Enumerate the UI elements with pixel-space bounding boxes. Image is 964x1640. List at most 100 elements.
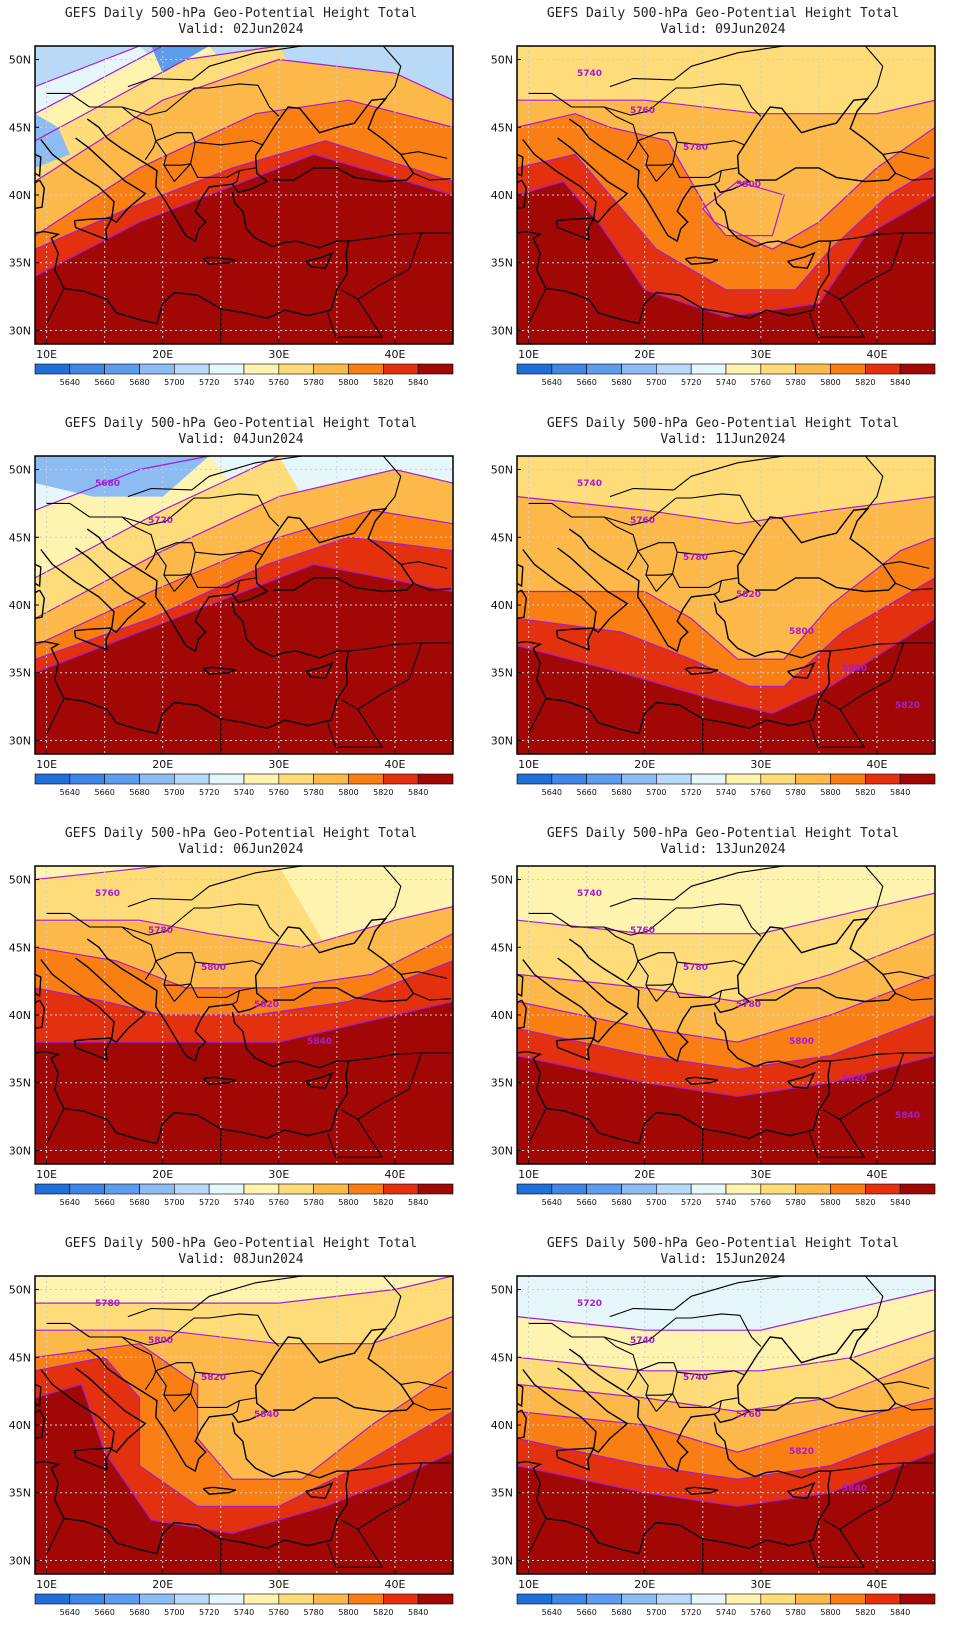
colorbar-swatch <box>348 1183 384 1195</box>
colorbar-swatch <box>313 1183 349 1195</box>
contour-label: 5720 <box>148 516 173 526</box>
contour-label: 5680 <box>95 479 120 489</box>
lon-tick-label: 40E <box>384 1168 405 1181</box>
contour-label: 5800 <box>789 627 814 637</box>
lat-tick-label: 30N <box>9 324 31 337</box>
lon-tick-label: 20E <box>152 1168 173 1181</box>
coastline <box>522 957 629 1043</box>
contour-label: 5800 <box>736 180 761 190</box>
colorbar-label: 5720 <box>199 1608 219 1617</box>
country-border <box>882 151 930 159</box>
lat-tick-label: 40N <box>491 189 513 202</box>
contour-label: 5740 <box>577 889 602 899</box>
coastline <box>555 627 595 651</box>
country-border <box>626 140 639 161</box>
colorbar-swatch <box>34 363 71 375</box>
country-border <box>823 232 905 300</box>
lat-tick-label: 35N <box>491 1077 513 1090</box>
lon-tick-label: 10E <box>518 758 539 771</box>
country-border <box>127 487 192 498</box>
coastline <box>517 1383 524 1408</box>
lat-tick-label: 30N <box>9 734 31 747</box>
contour-line <box>517 892 935 935</box>
contour-line <box>517 180 935 318</box>
contour-label: 5800 <box>789 1037 814 1047</box>
contour-line <box>35 153 453 277</box>
colorbar-swatch <box>899 773 936 785</box>
height-field: 5740 5760 5780 5800 <box>517 46 935 344</box>
colorbar-swatch <box>621 1183 657 1195</box>
colorbar-swatch <box>139 363 175 375</box>
colorbar-swatch <box>899 1593 936 1605</box>
country-border <box>645 573 673 576</box>
colorbar-swatch <box>656 363 692 375</box>
country-border <box>856 46 884 112</box>
lon-tick-label: 10E <box>36 348 57 361</box>
colorbar-label: 5740 <box>234 1608 254 1617</box>
contour-line <box>517 617 935 715</box>
colorbar-swatch <box>243 1593 280 1605</box>
lon-tick-label: 30E <box>268 758 289 771</box>
coastline <box>73 1447 113 1471</box>
country-border <box>155 952 196 1002</box>
coastline <box>568 917 897 1063</box>
country-border <box>817 1529 866 1568</box>
coastline <box>202 256 237 265</box>
country-border <box>144 140 157 161</box>
colorbar-swatch <box>621 1593 657 1605</box>
country-border <box>190 1393 256 1408</box>
country-border <box>195 550 263 556</box>
colorbar-swatch <box>383 363 419 375</box>
colorbar-label: 5680 <box>129 788 149 797</box>
country-border <box>528 1108 547 1144</box>
country-border <box>817 1119 866 1158</box>
lon-tick-label: 10E <box>518 1168 539 1181</box>
country-border <box>677 1370 745 1376</box>
country-border <box>327 722 337 748</box>
coastline <box>787 661 816 679</box>
country-border <box>571 1313 762 1347</box>
country-border <box>191 46 303 81</box>
country-border <box>400 151 448 159</box>
height-field: 5740 5760 5780 5780 5800 5820 5840 <box>517 866 935 1164</box>
contour-line <box>517 933 935 1003</box>
height-band <box>35 154 453 344</box>
colorbar-swatch <box>899 363 936 375</box>
map-panel-08jun: GEFS Daily 500-hPa Geo-Potential Height … <box>0 1230 482 1640</box>
country-border <box>672 1393 738 1408</box>
lon-tick-label: 40E <box>384 348 405 361</box>
colorbar-label: 5780 <box>785 788 805 797</box>
coastline <box>517 589 528 620</box>
country-border <box>46 698 65 734</box>
country-border <box>830 642 933 652</box>
country-border <box>413 582 451 591</box>
colorbar-label: 5820 <box>855 1608 875 1617</box>
map-panel-06jun: GEFS Daily 500-hPa Geo-Potential Height … <box>0 820 482 1230</box>
country-border <box>163 573 191 576</box>
coastline <box>522 137 629 223</box>
coastline <box>35 153 42 178</box>
height-field: 5680 5720 <box>35 456 453 754</box>
country-border <box>348 642 451 652</box>
colorbar-label: 5740 <box>234 1198 254 1207</box>
country-border <box>336 577 340 580</box>
contour-label: 5740 <box>683 1373 708 1383</box>
colorbar-swatch <box>174 363 210 375</box>
country-border <box>645 163 673 166</box>
coastline <box>35 589 46 620</box>
contour-line <box>517 577 935 687</box>
lon-tick-label: 10E <box>36 758 57 771</box>
country-border <box>637 952 678 1002</box>
lon-tick-label: 20E <box>634 1578 655 1591</box>
colorbar-swatch <box>516 363 553 375</box>
contour-label: 5800 <box>201 963 226 973</box>
colorbar-swatch <box>313 1593 349 1605</box>
lat-tick-label: 50N <box>491 1284 513 1297</box>
country-border <box>413 172 451 181</box>
country-border <box>327 1542 337 1568</box>
colorbar-label: 5660 <box>576 788 596 797</box>
lat-tick-label: 50N <box>491 464 513 477</box>
lat-tick-label: 50N <box>9 464 31 477</box>
coastline <box>522 547 629 633</box>
colorbar-label: 5840 <box>890 788 910 797</box>
